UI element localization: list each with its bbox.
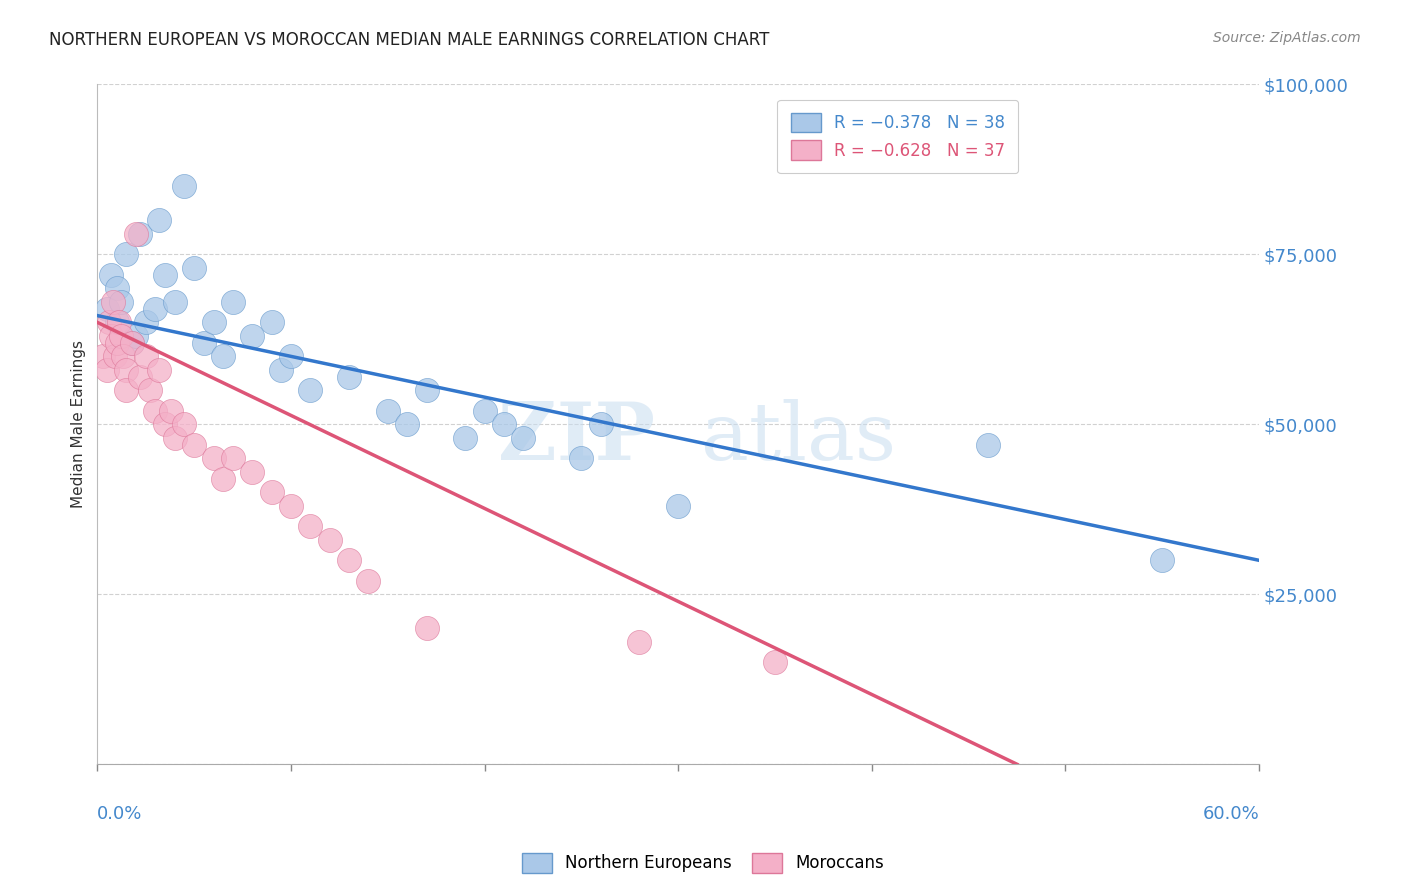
- Point: [125, 227, 148, 241]
- Point: [222, 295, 245, 310]
- Y-axis label: Median Male Earnings: Median Male Earnings: [72, 341, 86, 508]
- Point: [474, 403, 496, 417]
- Point: [337, 553, 360, 567]
- Point: [260, 485, 283, 500]
- Legend: Northern Europeans, Moroccans: Northern Europeans, Moroccans: [515, 847, 891, 880]
- Point: [337, 369, 360, 384]
- Point: [135, 315, 157, 329]
- Point: [357, 574, 380, 588]
- Point: [415, 621, 437, 635]
- Point: [492, 417, 515, 432]
- Point: [153, 268, 176, 282]
- Point: [100, 268, 122, 282]
- Text: ZIP: ZIP: [498, 399, 655, 477]
- Point: [160, 403, 183, 417]
- Point: [299, 519, 322, 533]
- Point: [222, 451, 245, 466]
- Point: [105, 315, 128, 329]
- Point: [280, 499, 302, 513]
- Text: 0.0%: 0.0%: [97, 805, 143, 823]
- Point: [145, 301, 167, 316]
- Point: [666, 499, 689, 513]
- Point: [91, 350, 114, 364]
- Point: [96, 301, 118, 316]
- Point: [105, 281, 128, 295]
- Point: [377, 403, 399, 417]
- Point: [98, 315, 121, 329]
- Text: atlas: atlas: [702, 399, 897, 477]
- Point: [396, 417, 419, 432]
- Point: [111, 350, 134, 364]
- Point: [415, 384, 437, 398]
- Point: [454, 431, 477, 445]
- Point: [763, 655, 786, 669]
- Text: Source: ZipAtlas.com: Source: ZipAtlas.com: [1213, 31, 1361, 45]
- Point: [193, 335, 215, 350]
- Point: [110, 329, 132, 343]
- Point: [260, 315, 283, 329]
- Point: [129, 227, 152, 241]
- Point: [173, 179, 195, 194]
- Point: [1152, 553, 1174, 567]
- Point: [101, 295, 124, 310]
- Text: NORTHERN EUROPEAN VS MOROCCAN MEDIAN MALE EARNINGS CORRELATION CHART: NORTHERN EUROPEAN VS MOROCCAN MEDIAN MAL…: [49, 31, 769, 49]
- Point: [125, 329, 148, 343]
- Point: [121, 335, 143, 350]
- Point: [115, 247, 138, 261]
- Point: [138, 384, 160, 398]
- Point: [270, 363, 292, 377]
- Point: [153, 417, 176, 432]
- Point: [212, 472, 235, 486]
- Point: [183, 438, 205, 452]
- Point: [115, 363, 138, 377]
- Text: 60.0%: 60.0%: [1202, 805, 1260, 823]
- Point: [115, 384, 138, 398]
- Legend: R = −0.378   N = 38, R = −0.628   N = 37: R = −0.378 N = 38, R = −0.628 N = 37: [778, 100, 1018, 173]
- Point: [163, 295, 186, 310]
- Point: [173, 417, 195, 432]
- Point: [121, 335, 143, 350]
- Point: [145, 403, 167, 417]
- Point: [110, 295, 132, 310]
- Point: [129, 369, 152, 384]
- Point: [135, 350, 157, 364]
- Point: [148, 363, 170, 377]
- Point: [104, 350, 127, 364]
- Point: [512, 431, 534, 445]
- Point: [105, 335, 128, 350]
- Point: [212, 350, 235, 364]
- Point: [163, 431, 186, 445]
- Point: [280, 350, 302, 364]
- Point: [183, 260, 205, 275]
- Point: [318, 533, 340, 547]
- Point: [202, 451, 225, 466]
- Point: [96, 363, 118, 377]
- Point: [148, 213, 170, 227]
- Point: [571, 451, 593, 466]
- Point: [589, 417, 612, 432]
- Point: [100, 329, 122, 343]
- Point: [628, 635, 651, 649]
- Point: [202, 315, 225, 329]
- Point: [107, 315, 129, 329]
- Point: [977, 438, 1000, 452]
- Point: [240, 465, 263, 479]
- Point: [299, 384, 322, 398]
- Point: [240, 329, 263, 343]
